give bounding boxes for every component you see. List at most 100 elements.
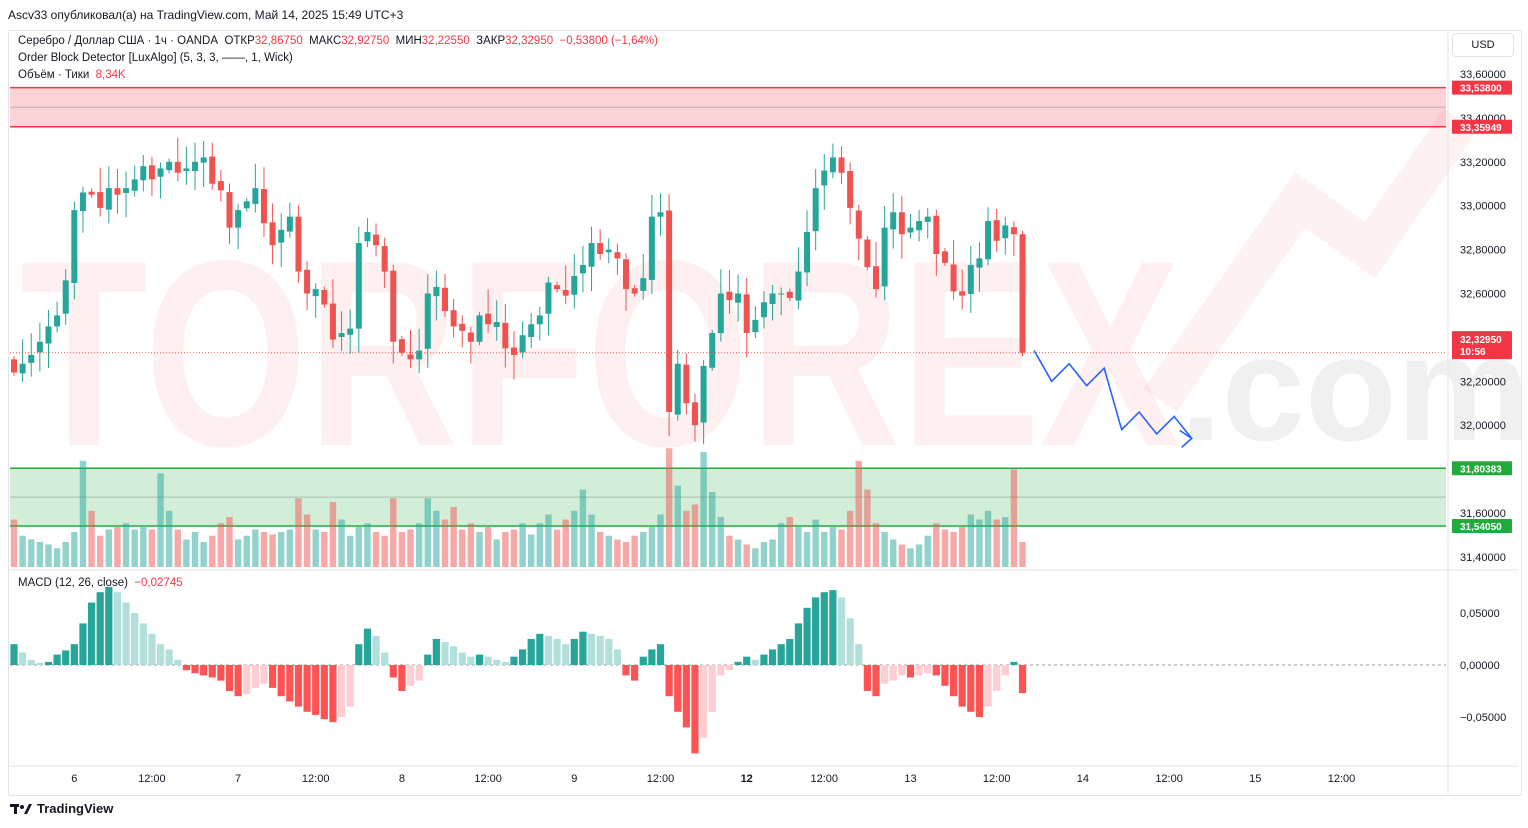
candle-body — [243, 201, 250, 209]
candle-body — [97, 192, 104, 208]
macd-bar — [148, 633, 156, 665]
macd-bar — [346, 665, 354, 707]
macd-bar — [717, 665, 725, 676]
volume-bar — [829, 527, 837, 567]
candle-body — [321, 289, 328, 305]
candle-body — [192, 161, 199, 172]
macd-value: −0,02745 — [134, 577, 183, 589]
volume-bar — [234, 539, 242, 567]
volume-bar — [372, 532, 380, 567]
macd-bar — [234, 665, 242, 697]
candle-body — [105, 188, 112, 210]
macd-bar — [949, 665, 958, 697]
macd-bar — [648, 649, 656, 665]
candle-body — [373, 234, 380, 246]
volume-bar — [338, 519, 345, 567]
currency-button[interactable]: USD — [1452, 33, 1514, 57]
macd-bar — [10, 644, 18, 665]
macd-bar — [605, 639, 613, 665]
macd-bar — [881, 665, 889, 684]
macd-label: MACD (12, 26, close) — [18, 577, 128, 589]
macd-bar — [691, 665, 699, 754]
volume-bar — [579, 489, 587, 567]
candle-body — [62, 280, 69, 314]
time-tick-label: 9 — [571, 773, 577, 785]
candle-body — [338, 333, 345, 337]
macd-legend[interactable]: MACD (12, 26, close) −0,02745 — [18, 577, 183, 589]
macd-bar — [398, 665, 406, 691]
candle-body — [502, 322, 509, 349]
volume-bar — [433, 510, 440, 567]
candle-body — [873, 266, 879, 290]
symbol-name[interactable]: Серебро / Доллар США · 1ч · OANDA — [18, 35, 219, 47]
volume-bar — [407, 529, 414, 567]
price-tick-label: 33,00000 — [1460, 201, 1506, 213]
macd-bar — [958, 665, 966, 707]
indicator-legend[interactable]: Order Block Detector [LuxAlgo] (5, 3, 3,… — [18, 52, 293, 64]
macd-bar — [113, 592, 122, 665]
candle-body — [11, 359, 17, 373]
candle-body — [174, 161, 181, 173]
macd-histogram — [10, 587, 1446, 754]
volume-bar — [553, 529, 561, 567]
macd-bar — [924, 665, 932, 674]
macd-bar — [501, 661, 509, 665]
volume-bar — [665, 448, 673, 567]
volume-bar — [777, 523, 785, 567]
macd-bar — [587, 633, 596, 665]
macd-bar — [993, 665, 1001, 691]
macd-bar — [406, 665, 415, 686]
volume-bar — [519, 523, 526, 567]
macd-bar — [36, 662, 44, 665]
macd-bar — [294, 665, 303, 707]
volume-bar — [165, 510, 173, 567]
candle-body — [657, 212, 664, 217]
candle-body — [691, 402, 698, 426]
volume-bar — [355, 527, 362, 567]
macd-bar — [820, 592, 828, 665]
candle-body — [476, 315, 483, 342]
candle-body — [579, 264, 586, 274]
candle-body — [416, 350, 423, 360]
volume-bar — [700, 452, 707, 567]
macd-bar — [139, 623, 147, 665]
macd-bar — [458, 652, 466, 665]
macd-bar — [829, 590, 837, 665]
volume-bar — [872, 523, 880, 567]
volume-bar — [588, 514, 595, 567]
candle-body — [148, 165, 155, 180]
price-tag-countdown: 10:56 — [1460, 347, 1486, 358]
high-value: 32,92750 — [341, 35, 390, 47]
macd-bar — [303, 665, 311, 712]
candle-body — [847, 171, 854, 208]
candle-body — [614, 252, 621, 259]
volume-bar — [260, 532, 268, 567]
macd-bar — [510, 656, 518, 665]
macd-bar — [579, 631, 587, 665]
tradingview-footer[interactable]: TradingView — [10, 801, 113, 816]
macd-bar — [1001, 665, 1009, 676]
volume-bar — [157, 473, 164, 567]
candlesticks[interactable] — [10, 137, 1446, 445]
macd-bar — [708, 665, 716, 712]
macd-bar — [225, 665, 234, 691]
macd-bar — [96, 592, 104, 665]
volume-bar — [398, 532, 406, 567]
candle-body — [226, 192, 233, 228]
volume-bar — [286, 529, 294, 567]
change-value: −0,53800 (−1,64%) — [559, 35, 658, 47]
macd-bar — [337, 665, 346, 717]
volume-bar — [10, 519, 18, 567]
macd-bar — [475, 654, 484, 665]
candle-body — [829, 157, 836, 173]
candle-body — [19, 363, 26, 374]
candle-body — [519, 335, 526, 353]
candle-body — [993, 220, 1000, 241]
candle-body — [510, 347, 517, 355]
volume-bar — [45, 544, 52, 567]
macd-bar — [751, 659, 759, 665]
macd-bar — [536, 633, 544, 665]
volume-legend[interactable]: Объём · Тики 8,34K — [18, 69, 126, 81]
forecast-arrow[interactable] — [1033, 350, 1193, 448]
